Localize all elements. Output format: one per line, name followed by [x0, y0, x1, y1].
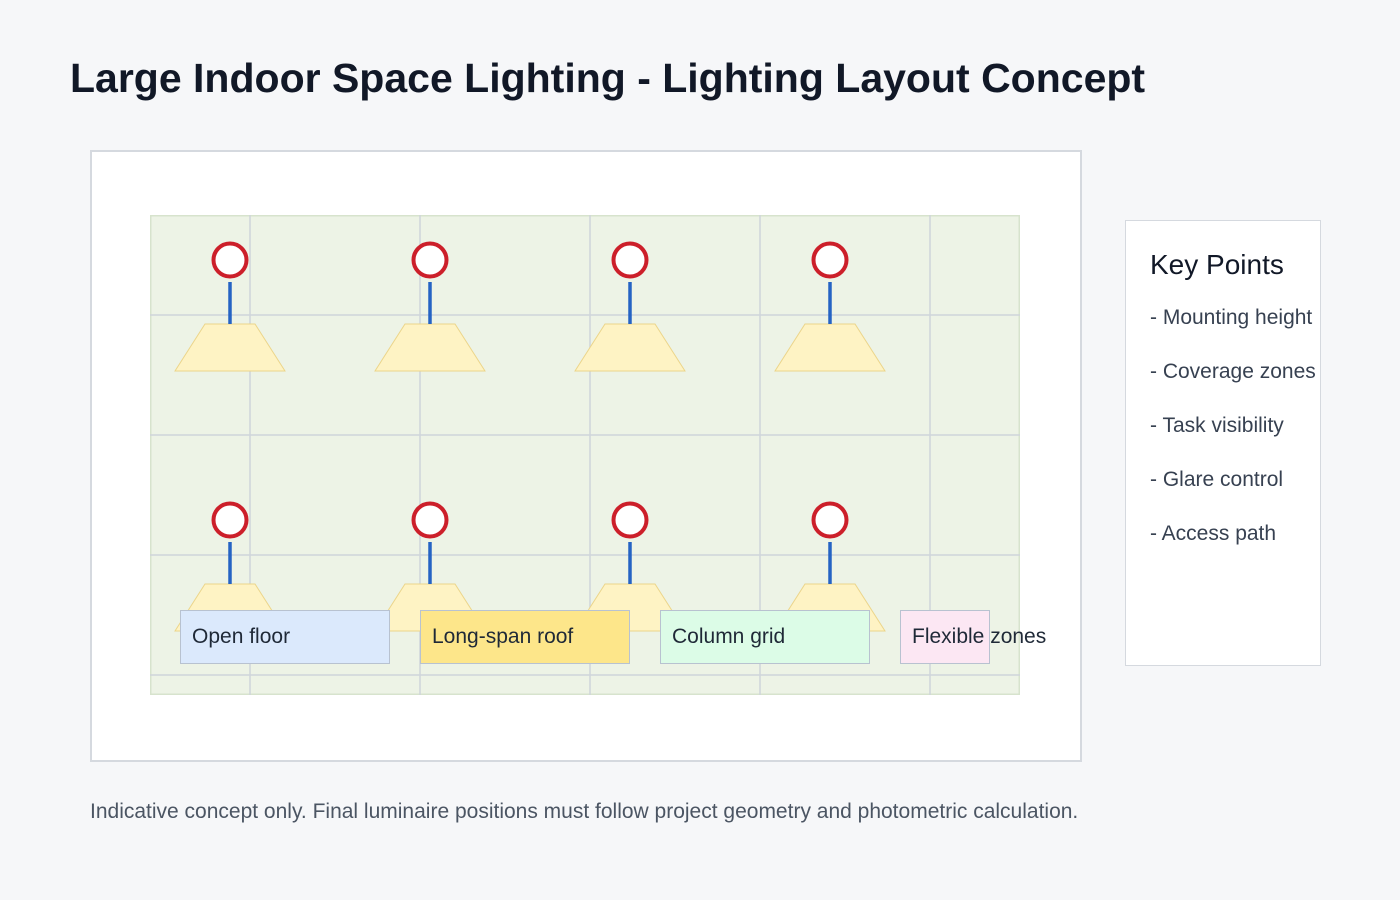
- key-points-panel: Key Points - Mounting height - Coverage …: [1125, 220, 1321, 666]
- light-cone: [774, 323, 886, 372]
- luminaire-icon: [411, 241, 449, 279]
- key-point-item: - Access path: [1150, 522, 1277, 545]
- luminaire-icon: [611, 241, 649, 279]
- light-cone: [574, 323, 686, 372]
- light-cone: [374, 323, 486, 372]
- key-point-item: - Coverage zones: [1150, 360, 1316, 383]
- key-point-item: - Mounting height: [1150, 306, 1313, 329]
- key-points-title: Key Points: [1150, 249, 1284, 280]
- zone-label-column-grid: Column grid: [660, 610, 870, 664]
- disclaimer-note: Indicative concept only. Final luminaire…: [90, 800, 1079, 823]
- key-point-item: - Task visibility: [1150, 414, 1284, 437]
- luminaire-icon: [211, 501, 249, 539]
- luminaire-icon: [811, 501, 849, 539]
- zone-label-flexible-zones: Flexible zones: [900, 610, 1046, 664]
- light-cone: [174, 323, 286, 372]
- luminaire-icon: [211, 241, 249, 279]
- luminaire-icon: [411, 501, 449, 539]
- luminaire-icon: [811, 241, 849, 279]
- key-point-item: - Glare control: [1150, 468, 1284, 491]
- key-points-list: - Mounting height - Coverage zones - Tas…: [1150, 305, 1316, 575]
- zone-label-open-floor: Open floor: [180, 610, 390, 664]
- zone-label-long-span-roof: Long-span roof: [420, 610, 630, 664]
- luminaire-icon: [611, 501, 649, 539]
- page-title: Large Indoor Space Lighting - Lighting L…: [70, 55, 1146, 101]
